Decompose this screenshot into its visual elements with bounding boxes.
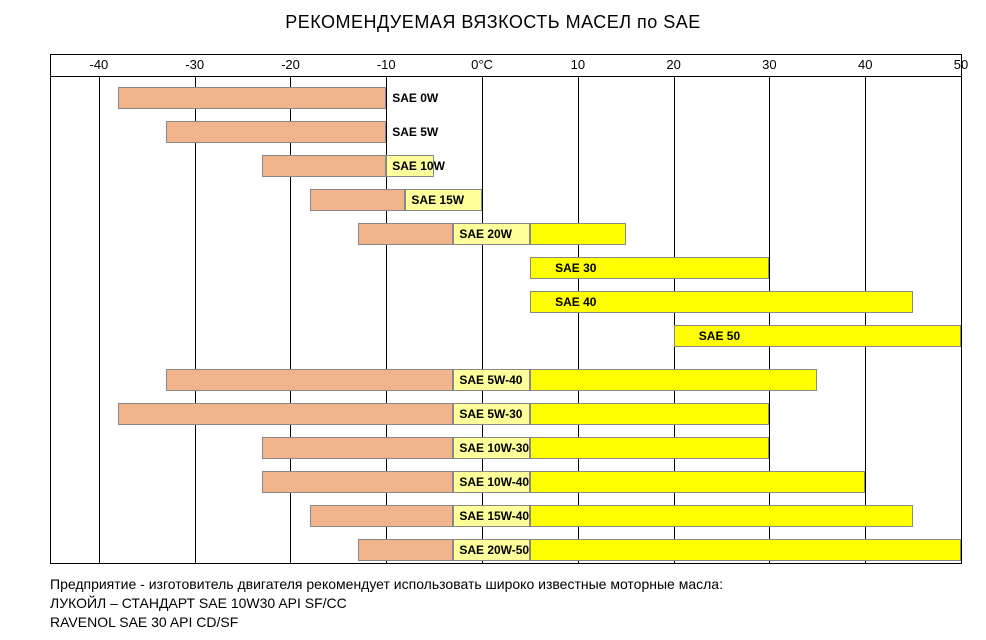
bar-row: SAE 0W [51,87,961,109]
bar-segment [118,403,453,425]
axis-tick-label: -10 [377,57,396,72]
axis-tick-label: 20 [666,57,680,72]
axis-tick-label: -30 [185,57,204,72]
bar-row: SAE 30 [51,257,961,279]
footer-line-3: RAVENOL SAE 30 API CD/SF [50,613,723,632]
bar-segment [166,369,453,391]
bar-label: SAE 30 [549,257,596,279]
bar-segment [262,471,454,493]
bar-segment [530,437,769,459]
footer-line-1: Предприятие - изготовитель двигателя рек… [50,575,723,594]
bar-label: SAE 5W-40 [453,369,522,391]
footer-line-2: ЛУКОЙЛ – СТАНДАРТ SAE 10W30 API SF/CC [50,594,723,613]
bar-row: SAE 20W [51,223,961,245]
bar-row: SAE 10W-40 [51,471,961,493]
bar-segment [310,189,406,211]
bar-label: SAE 40 [549,291,596,313]
bar-segment [118,87,386,109]
bar-label: SAE 10W-30 [453,437,529,459]
bar-segment [166,121,386,143]
bar-segment [262,155,387,177]
bar-row: SAE 20W-50 [51,539,961,561]
bar-segment [530,223,626,245]
bar-segment [358,539,454,561]
bar-row: SAE 5W [51,121,961,143]
bar-label: SAE 50 [693,325,740,347]
bar-row: SAE 15W-40 [51,505,961,527]
bar-segment [530,471,865,493]
axis-tick-label: 10 [571,57,585,72]
bar-label: SAE 20W-50 [453,539,529,561]
bar-label: SAE 10W [386,155,445,177]
bar-row: SAE 40 [51,291,961,313]
axis-tick-label: 30 [762,57,776,72]
bar-row: SAE 15W [51,189,961,211]
bar-segment [310,505,454,527]
chart-container: -40-30-20-100°С1020304050 SAE 0WSAE 5WSA… [50,54,962,564]
bar-segment [530,505,913,527]
bar-label: SAE 20W [453,223,512,245]
temperature-axis: -40-30-20-100°С1020304050 [51,55,961,77]
bar-label: SAE 15W-40 [453,505,529,527]
bar-segment [530,369,817,391]
bar-label: SAE 15W [405,189,464,211]
footer-text: Предприятие - изготовитель двигателя рек… [50,575,723,632]
bar-segment [358,223,454,245]
bar-segment [530,403,769,425]
axis-tick-label: -20 [281,57,300,72]
bar-label: SAE 0W [386,87,438,109]
gridline [961,77,962,564]
axis-tick-label: 0°С [471,57,493,72]
bar-row: SAE 10W [51,155,961,177]
bar-row: SAE 10W-30 [51,437,961,459]
bar-row: SAE 50 [51,325,961,347]
axis-tick-label: 50 [954,57,968,72]
bar-label: SAE 5W [386,121,438,143]
bar-segment [530,539,961,561]
chart-title: РЕКОМЕНДУЕМАЯ ВЯЗКОСТЬ МАСЕЛ по SAE [0,12,986,33]
bar-segment [262,437,454,459]
plot-area: SAE 0W SAE 5W SAE 10W SAE 15W SAE 20W SAE 30 S… [51,77,961,564]
bar-row: SAE 5W-30 [51,403,961,425]
axis-tick-label: -40 [89,57,108,72]
bar-row: SAE 5W-40 [51,369,961,391]
bar-label: SAE 10W-40 [453,471,529,493]
axis-tick-label: 40 [858,57,872,72]
bar-label: SAE 5W-30 [453,403,522,425]
